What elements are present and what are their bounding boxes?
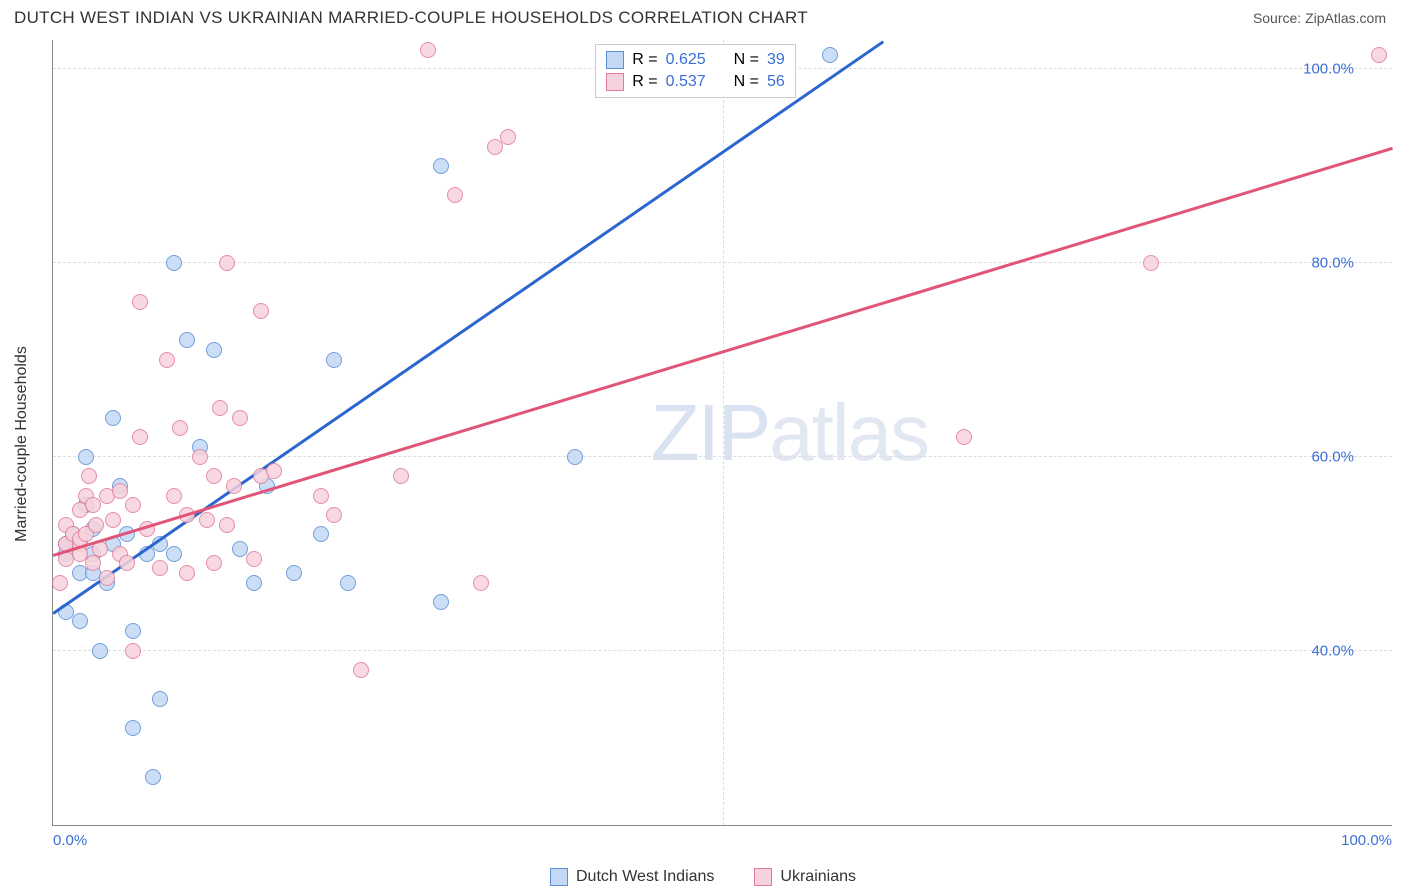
scatter-point (500, 129, 516, 145)
scatter-point (433, 158, 449, 174)
legend-swatch (606, 73, 624, 91)
scatter-point (447, 187, 463, 203)
scatter-point (72, 613, 88, 629)
scatter-point (152, 691, 168, 707)
legend-item: Ukrainians (754, 868, 856, 886)
scatter-point (125, 720, 141, 736)
scatter-point (206, 342, 222, 358)
scatter-point (313, 488, 329, 504)
y-tick-label: 60.0% (1311, 448, 1354, 465)
scatter-point (1143, 255, 1159, 271)
scatter-point (145, 769, 161, 785)
scatter-point (567, 449, 583, 465)
scatter-point (81, 468, 97, 484)
x-tick-label: 0.0% (53, 832, 87, 849)
scatter-point (266, 463, 282, 479)
scatter-point (219, 255, 235, 271)
scatter-point (159, 352, 175, 368)
scatter-point (206, 468, 222, 484)
scatter-point (52, 575, 68, 591)
scatter-point (313, 526, 329, 542)
scatter-point (226, 478, 242, 494)
scatter-point (172, 420, 188, 436)
scatter-point (206, 555, 222, 571)
chart-title: DUTCH WEST INDIAN VS UKRAINIAN MARRIED-C… (14, 8, 808, 28)
watermark: ZIPatlas (651, 387, 928, 479)
legend-swatch (550, 868, 568, 886)
scatter-point (179, 332, 195, 348)
scatter-point (105, 410, 121, 426)
scatter-point (253, 303, 269, 319)
scatter-point (246, 575, 262, 591)
scatter-point (192, 449, 208, 465)
legend-swatch (754, 868, 772, 886)
scatter-point (199, 512, 215, 528)
scatter-point (125, 497, 141, 513)
scatter-point (119, 555, 135, 571)
legend-stats-box: R = 0.625N = 39R = 0.537N = 56 (595, 44, 796, 98)
scatter-point (212, 400, 228, 416)
legend-bottom: Dutch West Indians Ukrainians (0, 868, 1406, 886)
legend-item: Dutch West Indians (550, 868, 714, 886)
legend-label: Dutch West Indians (576, 868, 714, 886)
legend-stats-row: R = 0.625N = 39 (606, 49, 785, 71)
chart-container: Married-couple Households ZIPatlas 40.0%… (14, 40, 1392, 848)
scatter-point (326, 507, 342, 523)
scatter-point (1371, 47, 1387, 63)
scatter-point (166, 488, 182, 504)
scatter-point (822, 47, 838, 63)
scatter-point (246, 551, 262, 567)
scatter-point (473, 575, 489, 591)
legend-swatch (606, 51, 624, 69)
scatter-point (393, 468, 409, 484)
trend-line (52, 40, 884, 614)
scatter-point (132, 429, 148, 445)
legend-stats-row: R = 0.537N = 56 (606, 71, 785, 93)
y-tick-label: 40.0% (1311, 642, 1354, 659)
source-attribution: Source: ZipAtlas.com (1253, 10, 1386, 26)
scatter-point (85, 555, 101, 571)
scatter-point (152, 560, 168, 576)
scatter-point (433, 594, 449, 610)
scatter-point (105, 512, 121, 528)
plot-area: ZIPatlas 40.0%60.0%80.0%100.0%0.0%100.0%… (52, 40, 1392, 826)
scatter-point (125, 623, 141, 639)
scatter-point (166, 255, 182, 271)
x-tick-label: 100.0% (1341, 832, 1392, 849)
scatter-point (420, 42, 436, 58)
legend-label: Ukrainians (780, 868, 856, 886)
scatter-point (326, 352, 342, 368)
scatter-point (232, 410, 248, 426)
y-tick-label: 100.0% (1303, 61, 1354, 78)
scatter-point (99, 570, 115, 586)
scatter-point (88, 517, 104, 533)
scatter-point (353, 662, 369, 678)
y-axis-label: Married-couple Households (13, 346, 31, 542)
scatter-point (132, 294, 148, 310)
scatter-point (219, 517, 235, 533)
scatter-point (286, 565, 302, 581)
scatter-point (340, 575, 356, 591)
gridline-vertical (723, 40, 724, 825)
scatter-point (166, 546, 182, 562)
scatter-point (125, 643, 141, 659)
scatter-point (956, 429, 972, 445)
scatter-point (78, 449, 94, 465)
scatter-point (92, 643, 108, 659)
y-tick-label: 80.0% (1311, 254, 1354, 271)
scatter-point (179, 565, 195, 581)
scatter-point (112, 483, 128, 499)
